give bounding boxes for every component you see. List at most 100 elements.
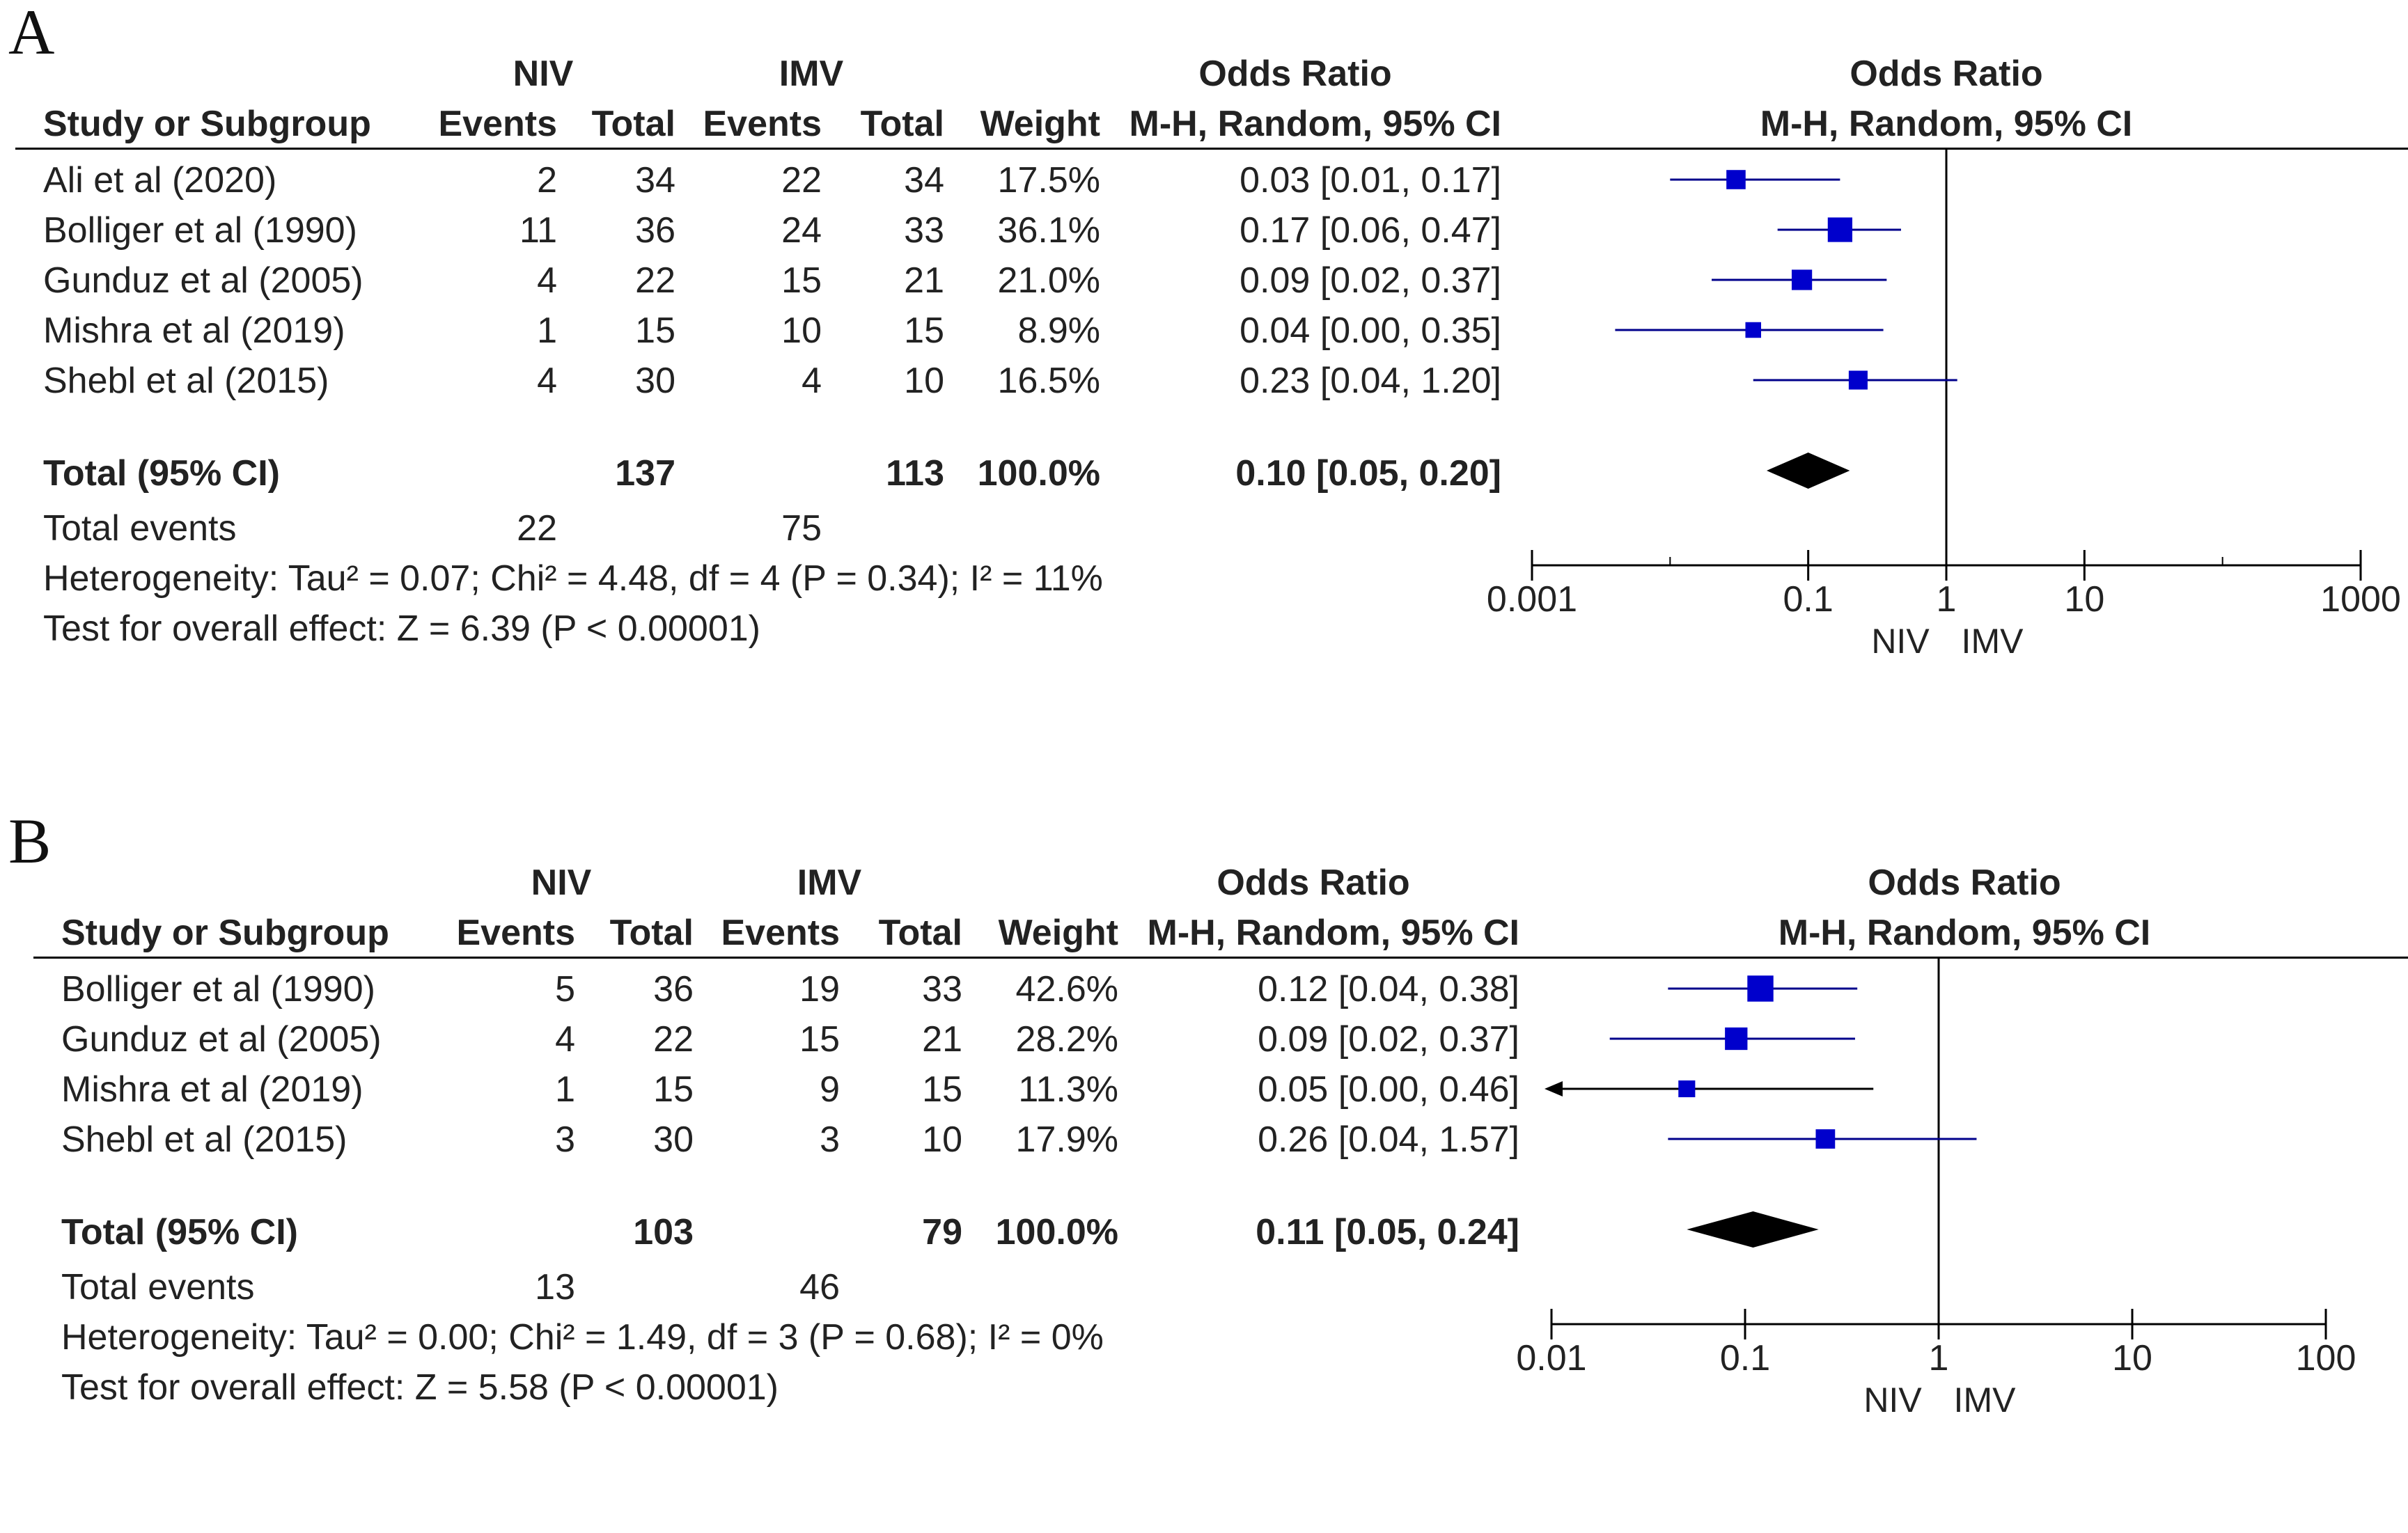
pooled-diamond <box>1687 1211 1819 1248</box>
odds-ratio-ci: 0.04 [0.00, 0.35] <box>1240 310 1501 351</box>
method-plot-header: M-H, Random, 95% CI <box>1778 913 2151 953</box>
total-niv: 30 <box>635 361 675 401</box>
group2-header: IMV <box>779 54 844 94</box>
total-imv: 15 <box>904 310 944 351</box>
group1-header: NIV <box>531 863 592 903</box>
header-divider <box>33 957 2408 959</box>
weight-value: 17.5% <box>997 160 1100 201</box>
study-name: Shebl et al (2015) <box>61 1119 347 1160</box>
group2-header: IMV <box>797 863 862 903</box>
total-niv: 15 <box>635 310 675 351</box>
method-header: M-H, Random, 95% CI <box>1129 104 1502 144</box>
events-imv: 15 <box>799 1019 840 1060</box>
odds-ratio-ci: 0.23 [0.04, 1.20] <box>1240 361 1501 401</box>
events-niv: 3 <box>555 1119 575 1160</box>
events-header-1: Events <box>456 913 575 953</box>
events-imv: 9 <box>820 1069 840 1110</box>
favours-left-label: NIV <box>1871 622 1930 661</box>
total-odds-ratio-ci: 0.10 [0.05, 0.20] <box>1235 453 1501 494</box>
method-plot-header: M-H, Random, 95% CI <box>1760 104 2133 144</box>
odds-ratio-header: Odds Ratio <box>1217 863 1410 903</box>
events-header-2: Events <box>703 104 822 144</box>
total-imv-sum: 79 <box>922 1212 962 1252</box>
total-imv: 33 <box>922 969 962 1009</box>
total-events-label: Total events <box>61 1267 255 1307</box>
events-niv: 4 <box>537 260 557 301</box>
study-name: Mishra et al (2019) <box>43 310 345 351</box>
x-tick-label: 0.1 <box>1783 579 1834 620</box>
total-imv: 33 <box>904 210 944 251</box>
total-weight: 100.0% <box>977 453 1100 494</box>
x-tick-label: 10 <box>2064 579 2104 620</box>
weight-value: 8.9% <box>1017 310 1100 351</box>
study-name: Ali et al (2020) <box>43 160 277 201</box>
study-marker <box>1745 322 1762 338</box>
x-tick-label: 10 <box>2112 1338 2152 1378</box>
odds-ratio-ci: 0.09 [0.02, 0.37] <box>1258 1019 1519 1060</box>
events-niv: 11 <box>519 210 557 251</box>
overall-effect: Test for overall effect: Z = 6.39 (P < 0… <box>43 608 760 649</box>
total-events-imv: 46 <box>799 1267 840 1307</box>
total-imv: 21 <box>922 1019 962 1060</box>
total-header-1: Total <box>591 104 675 144</box>
weight-value: 36.1% <box>997 210 1100 251</box>
odds-ratio-header: Odds Ratio <box>1198 54 1392 94</box>
total-niv: 36 <box>653 969 694 1009</box>
total-imv: 10 <box>904 361 944 401</box>
group1-header: NIV <box>513 54 574 94</box>
total-header-1: Total <box>609 913 694 953</box>
study-marker <box>1726 170 1746 189</box>
weight-value: 42.6% <box>1015 969 1118 1009</box>
total-niv: 22 <box>635 260 675 301</box>
study-name: Gunduz et al (2005) <box>61 1019 382 1060</box>
odds-ratio-ci: 0.26 [0.04, 1.57] <box>1258 1119 1519 1160</box>
total-imv: 15 <box>922 1069 962 1110</box>
total-niv: 36 <box>635 210 675 251</box>
odds-ratio-ci: 0.12 [0.04, 0.38] <box>1258 969 1519 1009</box>
events-imv: 4 <box>802 361 822 401</box>
forest-plot-area: 0.001 0.1 1 10 1000 NIV IMV <box>1487 148 2401 661</box>
pooled-diamond <box>1766 453 1850 489</box>
study-name: Shebl et al (2015) <box>43 361 329 401</box>
total-niv-sum: 103 <box>633 1212 694 1252</box>
forest-plot-b: B NIV IMV Odds Ratio Odds Ratio Study or… <box>0 809 2408 1533</box>
x-tick-label: 0.1 <box>1720 1338 1770 1378</box>
study-marker <box>1725 1027 1748 1051</box>
events-header-2: Events <box>721 913 840 953</box>
odds-ratio-plot-header: Odds Ratio <box>1868 863 2061 903</box>
total-events-niv: 13 <box>535 1267 575 1307</box>
panel-label: A <box>8 0 55 68</box>
total-niv-sum: 137 <box>615 453 675 494</box>
total-header-2: Total <box>878 913 962 953</box>
study-marker <box>1815 1129 1836 1149</box>
study-marker <box>1678 1080 1696 1098</box>
study-name: Gunduz et al (2005) <box>43 260 363 301</box>
x-tick-label: 0.001 <box>1487 579 1577 620</box>
favours-left-label: NIV <box>1863 1381 1922 1420</box>
forest-plot-a: A NIV IMV Odds Ratio Odds Ratio Study or… <box>0 0 2408 724</box>
total-niv: 34 <box>635 160 675 201</box>
overall-effect: Test for overall effect: Z = 5.58 (P < 0… <box>61 1367 779 1408</box>
x-tick-label: 1 <box>1937 579 1957 620</box>
x-tick-label: 1 <box>1929 1338 1949 1378</box>
study-name: Bolliger et al (1990) <box>43 210 357 251</box>
weight-value: 17.9% <box>1015 1119 1118 1160</box>
odds-ratio-ci: 0.17 [0.06, 0.47] <box>1240 210 1501 251</box>
odds-ratio-ci: 0.05 [0.00, 0.46] <box>1258 1069 1519 1110</box>
total-niv: 30 <box>653 1119 694 1160</box>
events-niv: 2 <box>537 160 557 201</box>
total-label: Total (95% CI) <box>61 1212 298 1252</box>
weight-value: 11.3% <box>1018 1069 1118 1110</box>
events-niv: 4 <box>537 361 557 401</box>
ci-arrow-left <box>1545 1081 1563 1096</box>
x-tick-label: 1000 <box>2320 579 2401 620</box>
total-events-niv: 22 <box>517 508 557 549</box>
weight-value: 28.2% <box>1015 1019 1118 1060</box>
study-column-header: Study or Subgroup <box>43 104 371 144</box>
heterogeneity: Heterogeneity: Tau² = 0.07; Chi² = 4.48,… <box>43 558 1103 599</box>
events-imv: 24 <box>781 210 822 251</box>
heterogeneity: Heterogeneity: Tau² = 0.00; Chi² = 1.49,… <box>61 1317 1104 1358</box>
method-header: M-H, Random, 95% CI <box>1147 913 1520 953</box>
total-events-label: Total events <box>43 508 237 549</box>
total-imv-sum: 113 <box>886 453 944 494</box>
